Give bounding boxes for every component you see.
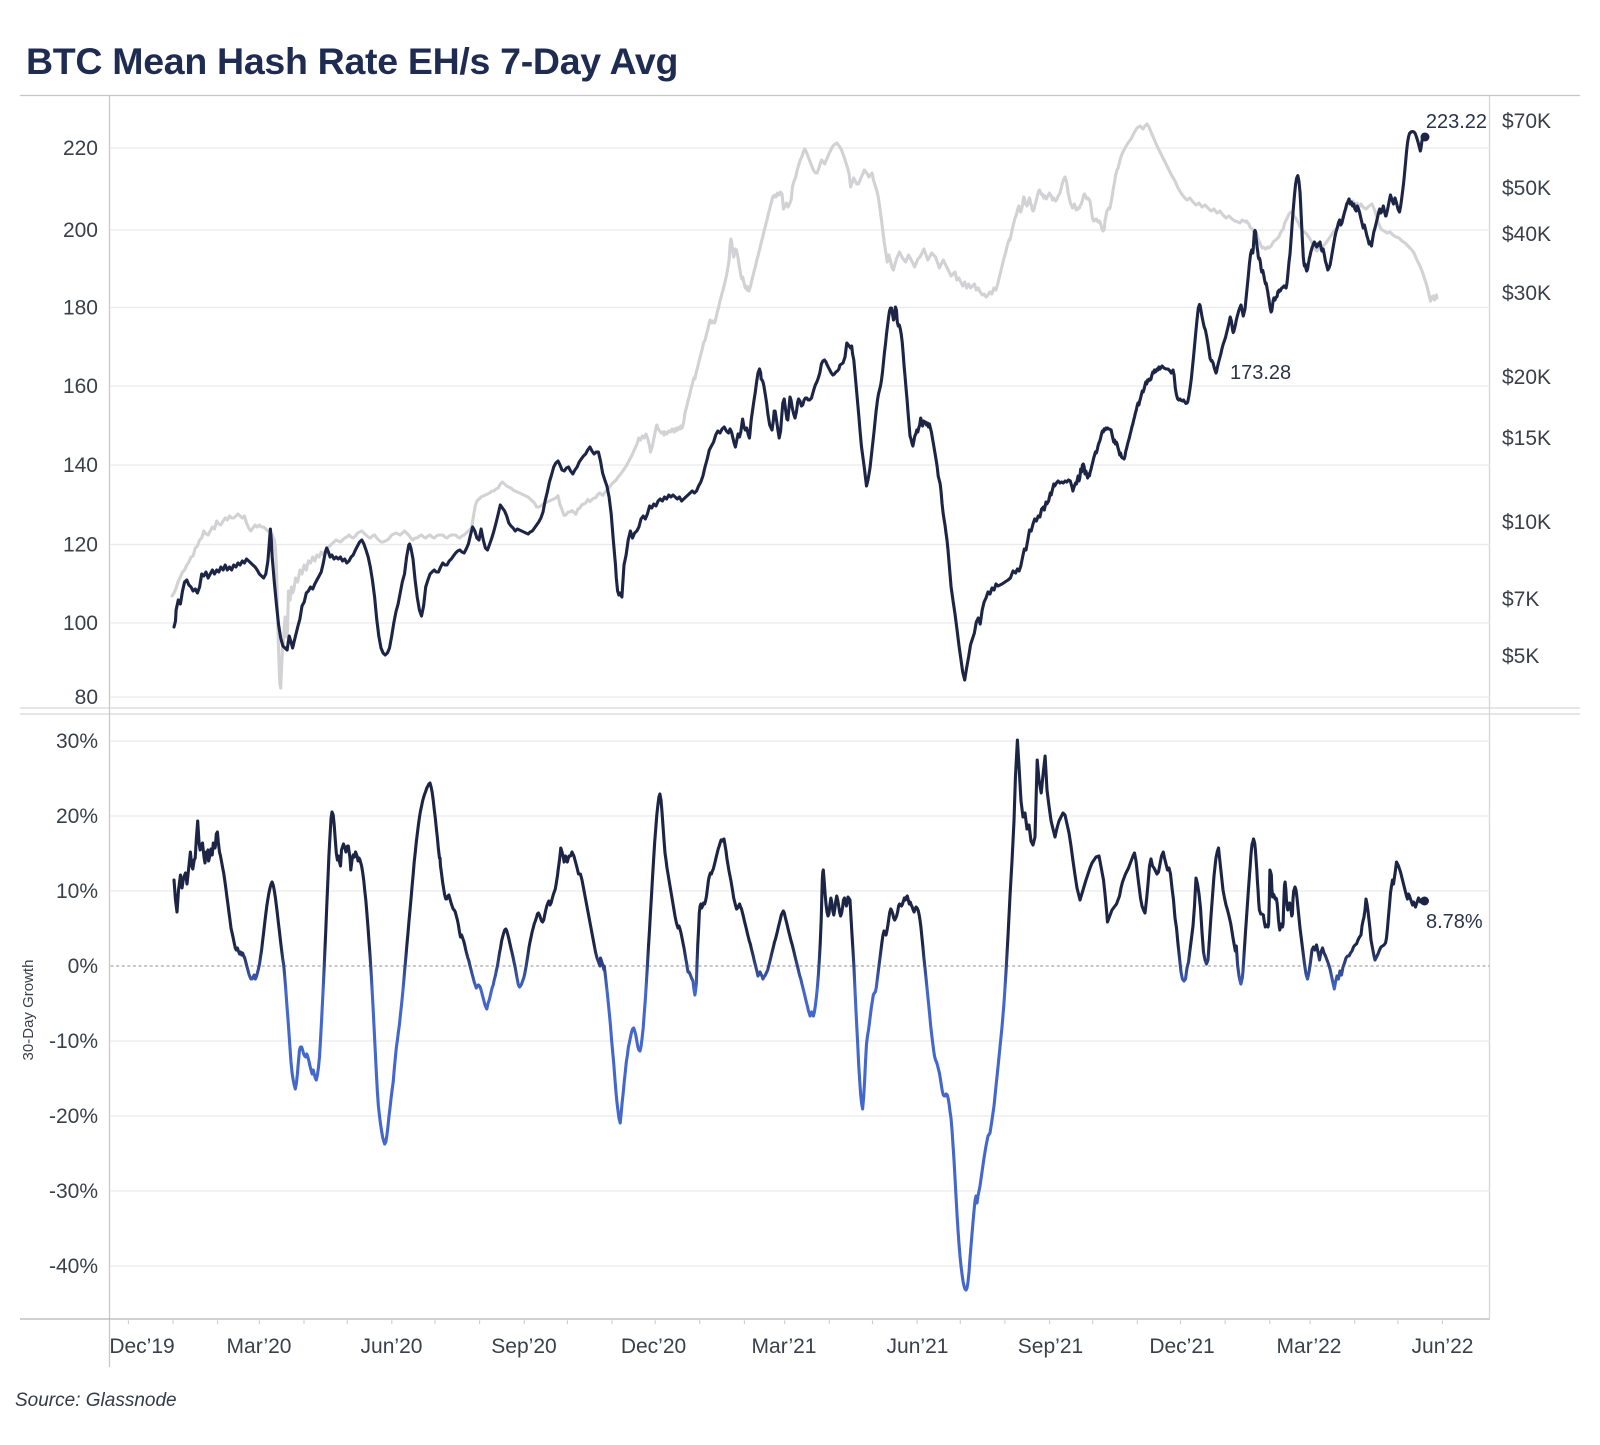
svg-text:Mar’21: Mar’21 <box>752 1335 817 1358</box>
svg-text:Dec’21: Dec’21 <box>1149 1335 1214 1358</box>
svg-text:Jun’20: Jun’20 <box>361 1335 423 1358</box>
svg-text:Dec’19: Dec’19 <box>109 1335 174 1358</box>
svg-text:223.22: 223.22 <box>1426 111 1487 133</box>
svg-text:Sep’20: Sep’20 <box>491 1335 556 1358</box>
svg-text:Sep’21: Sep’21 <box>1018 1335 1083 1358</box>
svg-text:173.28: 173.28 <box>1230 362 1291 384</box>
svg-text:120: 120 <box>63 534 98 557</box>
svg-text:Mar’20: Mar’20 <box>227 1335 292 1358</box>
svg-text:BTC Mean Hash Rate EH/s 7-Day: BTC Mean Hash Rate EH/s 7-Day Avg <box>26 40 678 82</box>
svg-text:$15K: $15K <box>1502 427 1551 450</box>
svg-text:Source: Glassnode: Source: Glassnode <box>15 1390 177 1411</box>
svg-text:Jun’22: Jun’22 <box>1412 1335 1474 1358</box>
svg-text:Jun’21: Jun’21 <box>887 1335 949 1358</box>
svg-text:20%: 20% <box>56 805 98 828</box>
svg-text:$20K: $20K <box>1502 366 1551 389</box>
svg-text:$50K: $50K <box>1502 177 1551 200</box>
svg-text:160: 160 <box>63 375 98 398</box>
svg-text:30%: 30% <box>56 730 98 753</box>
svg-text:$5K: $5K <box>1502 645 1539 668</box>
svg-text:$10K: $10K <box>1502 511 1551 534</box>
svg-text:0%: 0% <box>68 955 98 978</box>
svg-text:$70K: $70K <box>1502 110 1551 133</box>
svg-text:180: 180 <box>63 297 98 320</box>
svg-text:$30K: $30K <box>1502 282 1551 305</box>
svg-text:200: 200 <box>63 219 98 242</box>
svg-text:$40K: $40K <box>1502 223 1551 246</box>
svg-text:$7K: $7K <box>1502 588 1539 611</box>
svg-text:Dec’20: Dec’20 <box>621 1335 686 1358</box>
svg-text:80: 80 <box>75 686 98 709</box>
svg-text:140: 140 <box>63 454 98 477</box>
svg-text:220: 220 <box>63 137 98 160</box>
svg-text:30-Day Growth: 30-Day Growth <box>20 960 37 1061</box>
svg-text:10%: 10% <box>56 880 98 903</box>
svg-text:8.78%: 8.78% <box>1426 911 1483 933</box>
svg-text:-30%: -30% <box>49 1180 98 1203</box>
svg-text:-20%: -20% <box>49 1105 98 1128</box>
svg-text:-40%: -40% <box>49 1255 98 1278</box>
svg-text:-10%: -10% <box>49 1030 98 1053</box>
svg-text:Mar’22: Mar’22 <box>1277 1335 1342 1358</box>
svg-text:100: 100 <box>63 612 98 635</box>
